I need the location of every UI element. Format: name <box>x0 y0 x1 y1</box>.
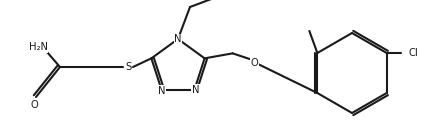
Text: N: N <box>158 86 165 96</box>
Text: S: S <box>125 62 131 72</box>
Text: N: N <box>192 85 199 95</box>
Text: H₂N: H₂N <box>28 42 48 52</box>
Text: O: O <box>251 58 259 68</box>
Text: O: O <box>30 100 38 110</box>
Text: Cl: Cl <box>409 48 418 58</box>
Text: N: N <box>174 34 182 44</box>
